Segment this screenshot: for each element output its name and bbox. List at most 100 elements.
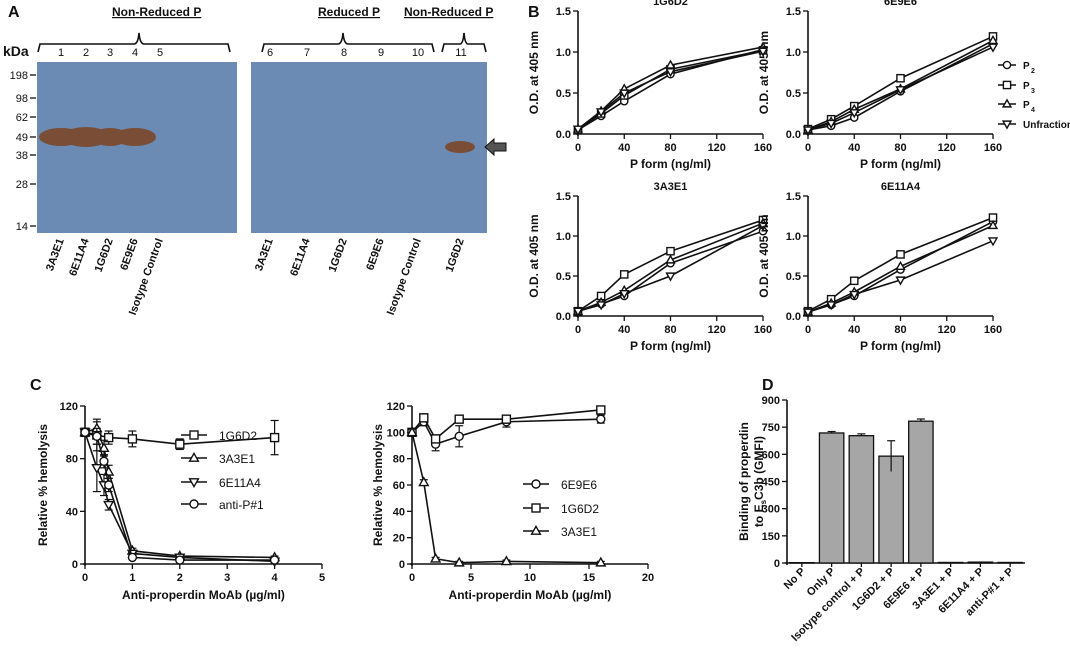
lane-antibody-label: 3A3E1: [253, 237, 276, 273]
y-tick-label: 80: [393, 454, 405, 466]
x-axis-label: Anti-properdin MoAb (µg/ml): [449, 588, 612, 602]
bar-1g6d2-p: [878, 455, 904, 564]
x-tick-label: 40: [618, 324, 630, 336]
y-tick-label: 0.0: [556, 129, 571, 141]
y-tick-label: 1.5: [556, 191, 571, 203]
y-axis-label-part: to E: [752, 504, 766, 527]
data-point: [665, 254, 676, 264]
series-line-unfractionated-p: [577, 224, 764, 312]
lane-antibody-label: 6E11A4: [67, 236, 92, 278]
x-tick-label: 160: [754, 324, 772, 336]
data-point: [849, 276, 859, 286]
x-tick-label: 0: [82, 572, 88, 584]
data-point: [665, 59, 676, 69]
y-axis-label: O.D. at 405 nm: [757, 214, 771, 297]
data-point: [80, 427, 90, 438]
y-tick-label: 750: [762, 422, 780, 434]
series-line-p3: [807, 35, 994, 130]
chart-b-3a3e1: 0 40 80 120 160 0.0 0.5 1.0 1.5 3A3E1 P form (ng/m…: [527, 181, 772, 353]
bar-isotype-control-p: [848, 435, 875, 564]
data-point: [825, 301, 837, 311]
lane-number: 11: [455, 47, 466, 59]
bar-6e11a4-p: [967, 561, 994, 564]
data-point: [987, 34, 999, 45]
data-point: [430, 552, 442, 563]
header-non-reduced-right: Non-Reduced P: [404, 5, 493, 19]
x-axis-label: P form (ng/ml): [630, 157, 711, 171]
data-point: [103, 500, 115, 511]
chart-b-1g6d2: 0 40 80 120 160 0.0 0.5 1.0 1.5 1G6D2 P form (ng/m…: [527, 0, 772, 171]
x-tick-label: 120: [708, 324, 726, 336]
data-point: [619, 290, 630, 300]
y-tick-label: 120: [60, 401, 78, 413]
x-tick-label: 40: [848, 324, 860, 336]
x-tick-label: 40: [848, 142, 860, 154]
band-lane-4: [114, 128, 156, 146]
bar-anti-p-1-p: [997, 561, 1023, 564]
lane-number: 10: [412, 47, 424, 59]
legend-b: P2P3P4Unfractionated P: [998, 60, 1070, 131]
data-point: [896, 250, 905, 259]
lane-numbers-left: 1 2 3 4 5: [58, 47, 163, 59]
lane-number: 8: [341, 47, 347, 59]
lane-number: 5: [157, 47, 163, 59]
data-point: [757, 222, 769, 232]
y-tick-label: 1.0: [556, 231, 571, 243]
x-tick-label: 1: [129, 572, 135, 584]
y-tick-label: 1.0: [556, 47, 571, 59]
lane-antibody-label: 6E9E6: [364, 237, 387, 272]
legend-marker: [1002, 80, 1012, 90]
x-tick-label: 0: [409, 572, 415, 584]
data-point: [453, 556, 465, 567]
data-point: [430, 434, 441, 444]
y-axis-label: O.D. at 405 nm: [527, 31, 541, 114]
blot-bands: [39, 127, 475, 153]
data-point: [103, 432, 114, 443]
x-tick-label: 5: [319, 572, 325, 584]
lane-number: 1: [58, 47, 64, 59]
y-axis-label: O.D. at 405 nm: [757, 31, 771, 114]
legend-marker: [188, 451, 200, 462]
y-tick-label: 0.5: [786, 88, 801, 100]
y-tick-label: 0.5: [556, 271, 571, 283]
data-point: [500, 555, 512, 566]
band-lane-11: [445, 141, 475, 153]
mw-marker-label: 28: [16, 179, 28, 191]
x-tick-label: 40: [618, 142, 630, 154]
chart-b-6e9e6: 0 40 80 120 160 0.0 0.5 1.0 1.5 6E9E6 P form (ng/m…: [757, 0, 1002, 171]
y-tick-label: 450: [762, 477, 780, 489]
x-tick-label: 0: [575, 324, 581, 336]
x-tick-label: 160: [984, 142, 1002, 154]
legend-label: P: [1023, 81, 1030, 92]
x-tick-label: 80: [894, 142, 906, 154]
legend-label: 6E9E6: [561, 478, 597, 492]
legend-label: P: [1023, 61, 1030, 72]
chart-c-left: 0 1 2 3 4 5 0 40 80 120 Anti-properdin MoAb (µg/ml…: [36, 401, 325, 602]
data-point: [454, 431, 464, 441]
y-axis-label-subscript: s: [759, 499, 768, 504]
legend-label: 3A3E1: [219, 452, 255, 466]
y-tick-label: 120: [387, 401, 405, 413]
x-tick-label: No P: [782, 566, 808, 592]
legend-label: anti-P#1: [219, 498, 264, 512]
data-point: [895, 86, 906, 96]
bar-6e9e6-p: [908, 420, 934, 564]
y-tick-label: 0.5: [556, 88, 571, 100]
x-tick-label: 120: [708, 142, 726, 154]
mw-marker-label: 198: [10, 70, 28, 82]
bar-only-p: [818, 432, 845, 564]
brace-non-reduced-right: [441, 32, 487, 53]
y-tick-label: 40: [66, 506, 78, 518]
mw-marker-label: 62: [16, 112, 28, 124]
series-line-3a3e1: [411, 432, 601, 564]
x-tick-label: 10: [524, 572, 536, 584]
y-tick-label: 80: [66, 454, 78, 466]
y-tick-label: 150: [762, 531, 780, 543]
panel-a-western-blot: A Non-Reduced P Reduced P Non-Reduced P …: [3, 4, 507, 317]
lane-antibody-label: 1G6D2: [444, 237, 467, 274]
lane-number: 2: [83, 47, 89, 59]
y-tick-label: 0.5: [786, 271, 801, 283]
x-tick-label: 0: [805, 324, 811, 336]
y-axis-label-line1: Binding of properdin: [737, 422, 751, 541]
x-tick-label: 80: [894, 324, 906, 336]
